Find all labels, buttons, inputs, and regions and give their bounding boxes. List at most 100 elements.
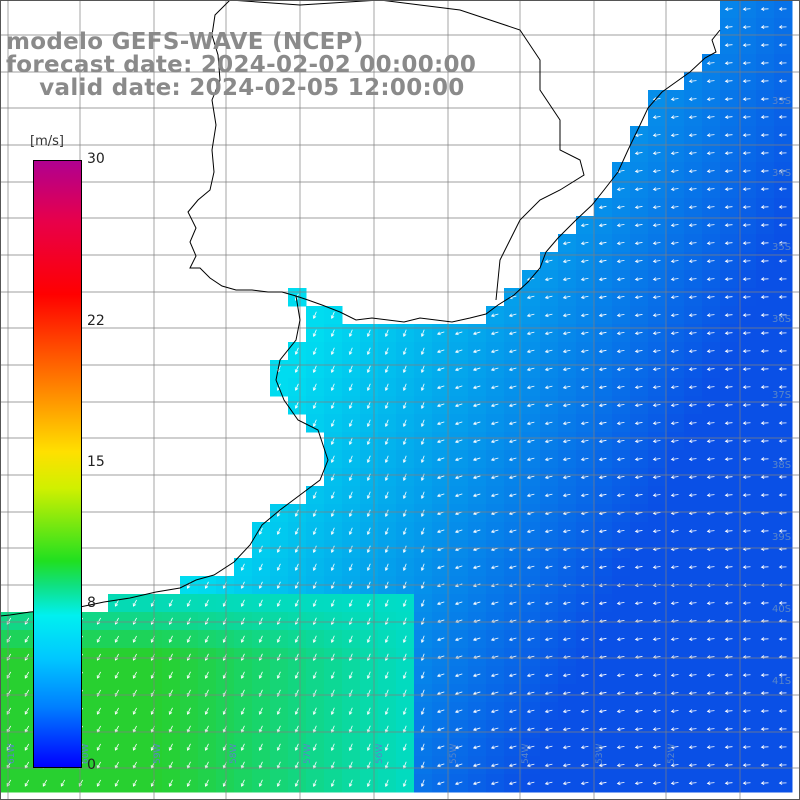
wind-arrow [508,403,517,408]
wind-arrow [688,187,697,192]
wind-arrow [652,223,661,228]
wind-arrow [276,545,281,553]
longitude-label: 52W [667,744,677,764]
longitude-label: 56W [375,744,385,764]
wind-arrow [294,599,299,607]
wind-arrow [436,385,445,390]
wind-arrow [670,781,679,786]
wind-arrow [670,277,679,282]
wind-arrow [778,79,787,83]
wind-arrow [186,779,191,787]
wind-arrow [616,241,625,246]
wind-arrow [384,455,389,463]
wind-arrow [402,455,407,464]
wind-arrow [580,511,589,516]
wind-arrow [778,403,787,407]
wind-arrow [526,385,535,390]
wind-arrow [526,403,535,408]
wind-arrow [580,601,589,606]
wind-arrow [670,727,679,732]
wind-arrow [760,457,769,461]
wind-arrow [760,385,769,389]
wind-arrow [544,295,553,300]
wind-arrow [240,635,245,643]
wind-arrow [258,707,263,715]
coastline-interior [0,0,585,617]
wind-arrow [742,709,751,713]
wind-arrow [688,637,697,642]
wind-arrow [96,779,101,787]
wind-arrow [706,205,715,209]
wind-arrow [490,709,499,714]
wind-arrow [760,223,769,227]
wind-arrow [330,419,335,427]
wind-arrow [652,745,661,750]
latitude-label: 37S [772,390,791,401]
wind-arrow [598,277,607,282]
latitude-label: 34S [772,168,791,179]
wind-arrow [760,781,769,785]
wind-arrow [742,349,751,353]
wind-arrow [186,707,191,715]
wind-arrow [240,671,245,679]
wind-arrow [652,457,661,462]
wind-arrow [688,151,697,156]
wind-arrow [778,745,787,749]
wind-arrow [366,491,371,499]
wind-arrow [616,439,625,444]
wind-arrow [562,385,571,390]
wind-arrow [598,385,607,390]
wind-arrow [114,707,119,715]
wind-arrow [348,347,353,355]
wind-arrow [348,671,353,679]
wind-arrow [24,635,30,643]
wind-arrow [598,331,607,336]
wind-arrow [490,493,499,498]
colorbar-tick-label: 0 [87,757,96,773]
wind-arrow [472,727,481,732]
wind-arrow [706,151,715,155]
wind-arrow [348,527,353,535]
wind-arrow [688,241,697,246]
wind-arrow [420,509,425,518]
wind-arrow [724,25,733,29]
wind-arrow [706,637,715,641]
wind-arrow [760,673,769,677]
wind-arrow [258,527,263,535]
wind-arrow [670,169,679,174]
wind-arrow [778,313,787,317]
wind-arrow [472,691,481,696]
wind-arrow [778,763,787,767]
wind-arrow [420,599,425,608]
wind-arrow [760,241,769,245]
wind-arrow [616,691,625,696]
latitude-label: 41S [772,676,791,687]
wind-arrow [616,529,625,534]
wind-arrow [670,259,679,264]
wind-arrow [742,529,751,533]
wind-arrow [760,151,769,155]
wind-arrow [688,493,697,498]
wind-arrow [436,745,445,750]
wind-arrow [742,637,751,641]
wind-arrow [688,421,697,426]
wind-arrow [688,79,697,84]
wind-arrow [634,259,643,264]
wind-arrow [634,133,643,138]
wind-arrow [562,349,571,354]
wind-arrow [724,385,733,389]
longitude-label: 57W [303,744,313,764]
wind-arrow [420,365,425,374]
wind-arrow [330,671,335,679]
wind-arrow [778,493,787,497]
wind-arrow [652,133,661,138]
wind-arrow [276,635,281,643]
wind-arrow [384,545,389,553]
wind-arrow [562,709,571,714]
wind-arrow [420,527,425,536]
wind-arrow [634,403,643,408]
wind-arrow [742,205,751,209]
longitude-label: 61W [7,744,17,764]
wind-arrow [312,635,317,643]
wind-arrow [598,781,607,786]
